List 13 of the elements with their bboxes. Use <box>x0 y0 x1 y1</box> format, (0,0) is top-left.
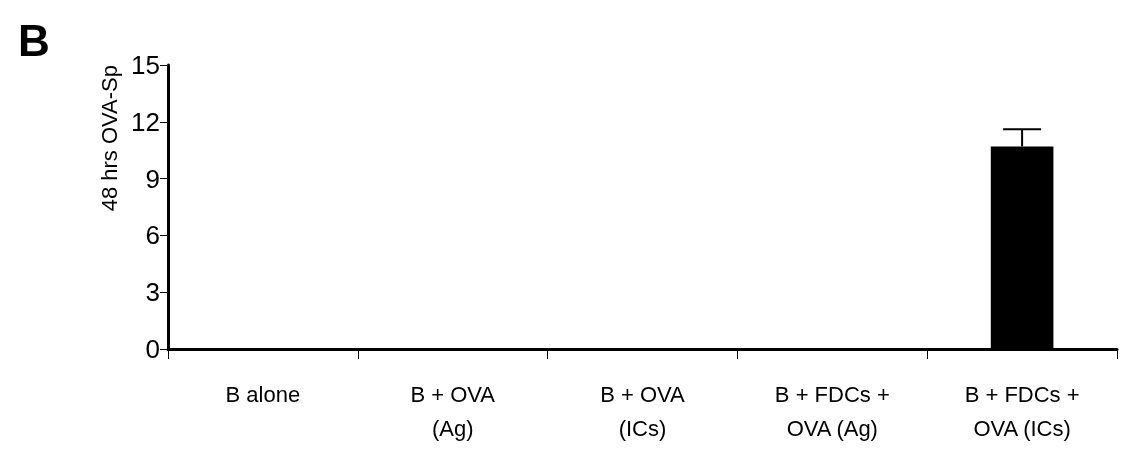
y-tick-label: 9 <box>145 163 160 194</box>
y-tick-label: 15 <box>131 50 160 80</box>
x-tick-label: B + OVA (Ag) <box>410 381 496 441</box>
y-tick-label: 3 <box>145 277 160 308</box>
x-tick-label: B + FDCs + OVA (Ag) <box>774 381 890 441</box>
x-tick-label: B + FDCs + OVA (ICs) <box>964 381 1080 441</box>
y-tick-label: 0 <box>145 334 160 364</box>
y-tick-label: 12 <box>131 106 160 137</box>
y-axis-title: 48 hrs OVA-Sp <box>96 65 122 212</box>
y-tick-label: 6 <box>145 220 160 251</box>
x-tick-label: B + OVA (ICs) <box>600 381 686 441</box>
text: B <box>18 15 50 65</box>
x-tick-label: B alone <box>225 381 301 407</box>
